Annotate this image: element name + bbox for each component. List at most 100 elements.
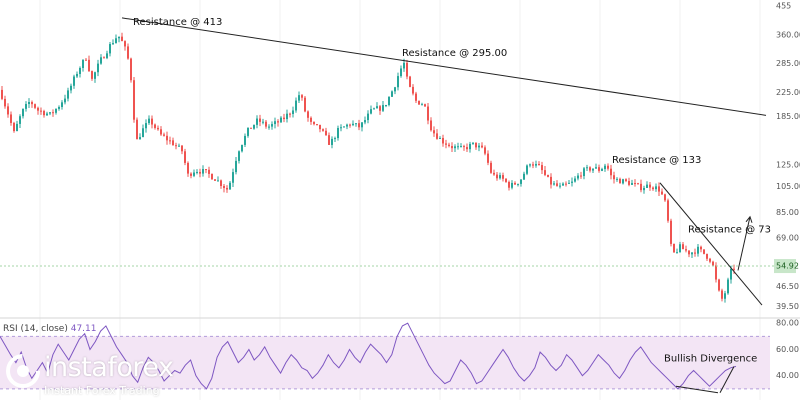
candle-body xyxy=(334,138,336,140)
candle-body xyxy=(184,151,186,163)
candle-body xyxy=(661,191,663,195)
candle-body xyxy=(187,162,189,174)
candle-body xyxy=(544,170,546,175)
candle-body xyxy=(19,116,21,124)
candle-body xyxy=(577,175,579,179)
candle-body xyxy=(463,146,465,148)
candle-body xyxy=(46,113,48,116)
resistance-label: Resistance @ 133 xyxy=(612,155,701,166)
candle-body xyxy=(322,129,324,131)
price-tick-label: 85.00 xyxy=(776,208,799,217)
candle-body xyxy=(571,181,573,183)
candle-body xyxy=(262,121,264,123)
candle-body xyxy=(376,106,378,109)
logo-tagline: Instant Forex Trading xyxy=(44,384,160,397)
candle-body xyxy=(88,59,90,72)
candle-body xyxy=(247,127,249,136)
candle-body xyxy=(211,173,213,180)
candle-body xyxy=(238,151,240,161)
candle-body xyxy=(91,71,93,79)
candle-body xyxy=(49,112,51,114)
candle-body xyxy=(145,123,147,129)
candle-body xyxy=(439,137,441,139)
candle-body xyxy=(580,175,582,177)
candle-body xyxy=(208,169,210,174)
candle-body xyxy=(274,121,276,125)
candle-body xyxy=(418,100,420,105)
projection-arrow xyxy=(737,216,751,271)
rsi-tick-label: 80.00 xyxy=(776,319,799,328)
candle-body xyxy=(442,137,444,144)
candle-body xyxy=(562,183,564,186)
candle-body xyxy=(136,119,138,140)
candle-body xyxy=(559,185,561,187)
candle-body xyxy=(340,127,342,129)
candle-body xyxy=(163,134,165,136)
candle-body xyxy=(517,183,519,185)
candle-body xyxy=(697,246,699,254)
price-tick-label: 185.00 xyxy=(776,112,800,121)
candle-body xyxy=(685,249,687,251)
candle-body xyxy=(514,182,516,185)
candle-body xyxy=(478,145,480,148)
candle-body xyxy=(550,176,552,185)
candle-body xyxy=(733,268,735,270)
candle-body xyxy=(436,133,438,139)
candle-body xyxy=(61,102,63,107)
rsi-line xyxy=(0,322,737,390)
rsi-tick-label: 40.00 xyxy=(776,371,799,380)
candle-body xyxy=(595,167,597,169)
candle-body xyxy=(358,123,360,128)
candle-body xyxy=(490,162,492,173)
candle-body xyxy=(520,179,522,184)
candle-body xyxy=(25,104,27,109)
candle-body xyxy=(709,258,711,262)
candle-body xyxy=(688,250,690,255)
candle-body xyxy=(106,53,108,59)
candle-body xyxy=(505,178,507,182)
candle-body xyxy=(658,186,660,192)
candle-body xyxy=(409,76,411,87)
candle-body xyxy=(16,123,18,132)
price-tick-label: 46.50 xyxy=(776,282,799,291)
candle-body xyxy=(172,140,174,146)
candle-body xyxy=(64,98,66,103)
candle-body xyxy=(85,59,87,61)
divergence-line xyxy=(675,385,719,394)
candle-body xyxy=(349,124,351,126)
candle-body xyxy=(547,174,549,177)
candle-body xyxy=(355,123,357,125)
candle-body xyxy=(556,183,558,186)
candle-body xyxy=(508,181,510,188)
candle-body xyxy=(268,126,270,128)
candle-body xyxy=(457,146,459,148)
candle-body xyxy=(475,142,477,148)
candle-body xyxy=(712,261,714,266)
candle-body xyxy=(130,58,132,81)
candle-body xyxy=(142,128,144,138)
candle-body xyxy=(430,120,432,131)
candle-body xyxy=(493,172,495,175)
candle-body xyxy=(670,220,672,244)
candle-body xyxy=(379,106,381,111)
candle-body xyxy=(100,57,102,64)
candle-body xyxy=(148,118,150,124)
candle-body xyxy=(94,72,96,79)
candle-body xyxy=(151,118,153,125)
candle-body xyxy=(502,175,504,179)
candle-body xyxy=(649,184,651,188)
candle-body xyxy=(529,164,531,166)
candle-body xyxy=(703,249,705,254)
candle-body xyxy=(256,118,258,125)
candle-body xyxy=(244,135,246,145)
candle-body xyxy=(361,122,363,128)
candle-body xyxy=(202,169,204,174)
candle-body xyxy=(190,173,192,176)
candle-body xyxy=(328,135,330,145)
logo-wordmark: instaforex xyxy=(44,352,174,383)
candle-body xyxy=(394,87,396,92)
candle-body xyxy=(265,121,267,127)
candle-body xyxy=(727,279,729,294)
candle-body xyxy=(382,105,384,111)
candle-body xyxy=(295,100,297,111)
